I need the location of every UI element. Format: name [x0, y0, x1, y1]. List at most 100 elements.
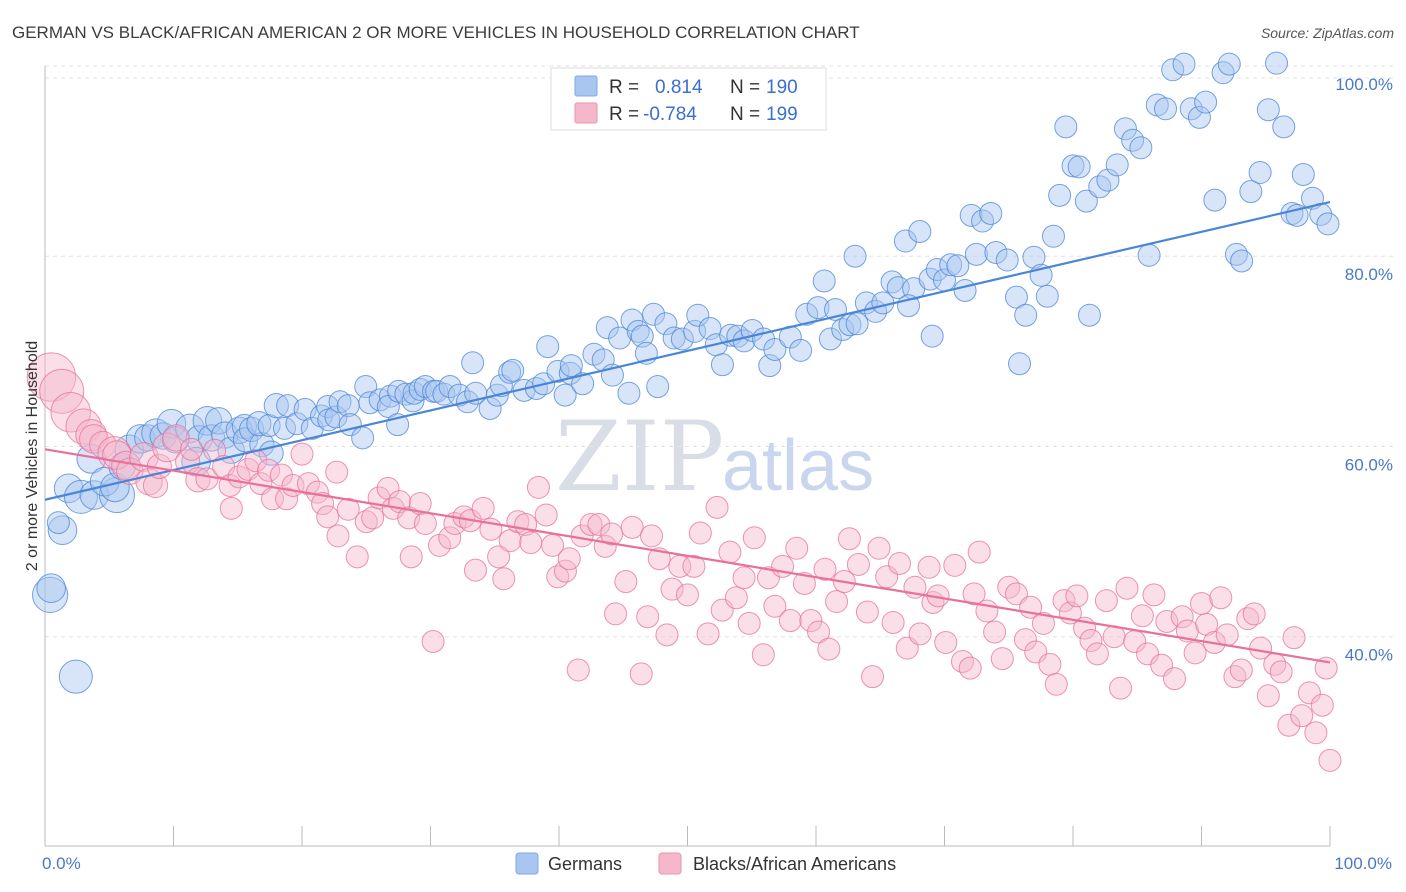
point-germans [654, 312, 678, 336]
point-germans [740, 318, 764, 342]
point-germans [1179, 97, 1203, 121]
point-germans [1041, 224, 1065, 248]
point-blacks [888, 551, 912, 575]
point-germans [46, 511, 70, 535]
y-tick-label: 40.0% [1345, 646, 1393, 665]
point-blacks [792, 571, 816, 595]
bottom-legend-swatch-germans [515, 852, 539, 875]
point-blacks [361, 506, 385, 530]
legend-n-value-0: 190 [766, 77, 798, 98]
point-blacks [718, 540, 742, 564]
point-germans [1203, 188, 1227, 212]
point-germans [831, 317, 855, 341]
y-tick-label: 80.0% [1345, 265, 1393, 284]
point-blacks [1236, 607, 1260, 631]
point-germans [1035, 284, 1059, 308]
watermark-zip: ZIP [555, 401, 724, 513]
bottom-legend-label-blacks: Blacks/African Americans [693, 854, 896, 874]
point-blacks [326, 524, 350, 548]
point-blacks [296, 472, 320, 496]
y-tick-labels: 40.0% 60.0% 80.0% 100.0% [1335, 75, 1393, 665]
point-germans [789, 338, 813, 362]
point-blacks [269, 463, 293, 487]
legend-n-value-1: 199 [766, 104, 798, 125]
bottom-legend-swatch-blacks [658, 852, 682, 875]
point-germans [617, 381, 641, 405]
point-germans [553, 383, 577, 407]
point-blacks [1102, 625, 1126, 649]
point-blacks [1223, 665, 1247, 689]
point-germans [1004, 285, 1028, 309]
point-blacks [756, 566, 780, 590]
point-germans [1014, 303, 1038, 327]
point-blacks [1038, 652, 1062, 676]
point-germans [843, 244, 867, 268]
point-germans [686, 303, 710, 327]
legend-swatch-germans [574, 75, 598, 97]
point-germans [1067, 155, 1091, 179]
point-blacks [1130, 604, 1154, 628]
point-germans [959, 203, 983, 227]
point-germans [438, 375, 462, 399]
point-blacks [908, 622, 932, 646]
point-germans [1217, 52, 1241, 76]
point-blacks [967, 540, 991, 564]
point-germans [812, 269, 836, 293]
point-germans [620, 308, 644, 332]
point-germans [36, 573, 66, 604]
bottom-legend: Germans Blacks/African Americans [515, 852, 896, 875]
point-germans [125, 424, 156, 454]
point-germans [845, 312, 869, 336]
series-blacks-points [26, 352, 1342, 772]
point-blacks [1277, 713, 1301, 737]
point-blacks [325, 460, 349, 484]
point-germans [1265, 51, 1289, 75]
point-blacks [553, 559, 577, 583]
point-germans [1194, 90, 1218, 114]
point-germans [351, 426, 375, 450]
point-blacks [771, 554, 795, 578]
point-blacks [1079, 629, 1103, 653]
point-blacks [534, 503, 558, 527]
point-blacks [566, 658, 590, 682]
point-germans [946, 254, 970, 278]
point-blacks [162, 424, 190, 452]
point-germans [1129, 136, 1153, 160]
point-germans [1074, 189, 1098, 213]
point-blacks [958, 656, 982, 680]
point-blacks [492, 567, 516, 591]
point-blacks [50, 391, 91, 433]
point-blacks [579, 512, 603, 536]
point-blacks [438, 526, 462, 550]
point-blacks [1318, 748, 1342, 772]
trend-line-blacks [44, 448, 1331, 664]
point-germans [795, 302, 819, 326]
point-blacks [705, 495, 729, 519]
point-germans [1022, 245, 1046, 269]
point-blacks [636, 605, 660, 629]
x-ticks [44, 826, 1331, 846]
point-blacks [316, 505, 340, 529]
point-blacks [354, 510, 378, 534]
point-germans [995, 248, 1019, 272]
point-blacks [799, 609, 823, 633]
point-blacks [881, 610, 905, 634]
point-blacks [1190, 591, 1213, 615]
legend-r-value-1: -0.784 [643, 104, 697, 125]
point-blacks [688, 521, 712, 545]
point-blacks [682, 554, 706, 578]
point-blacks [600, 522, 624, 546]
point-blacks [825, 590, 849, 614]
point-blacks [655, 623, 679, 647]
point-blacks [1065, 584, 1089, 608]
point-germans [1187, 105, 1211, 129]
point-germans [175, 413, 205, 444]
point-germans [979, 201, 1003, 225]
point-blacks [257, 458, 281, 482]
x-tick-label-100: 100.0% [1334, 854, 1392, 873]
point-blacks [1256, 684, 1280, 708]
point-germans [818, 327, 842, 351]
point-blacks [1013, 628, 1037, 652]
point-germans [1113, 117, 1137, 141]
point-blacks [817, 637, 841, 661]
